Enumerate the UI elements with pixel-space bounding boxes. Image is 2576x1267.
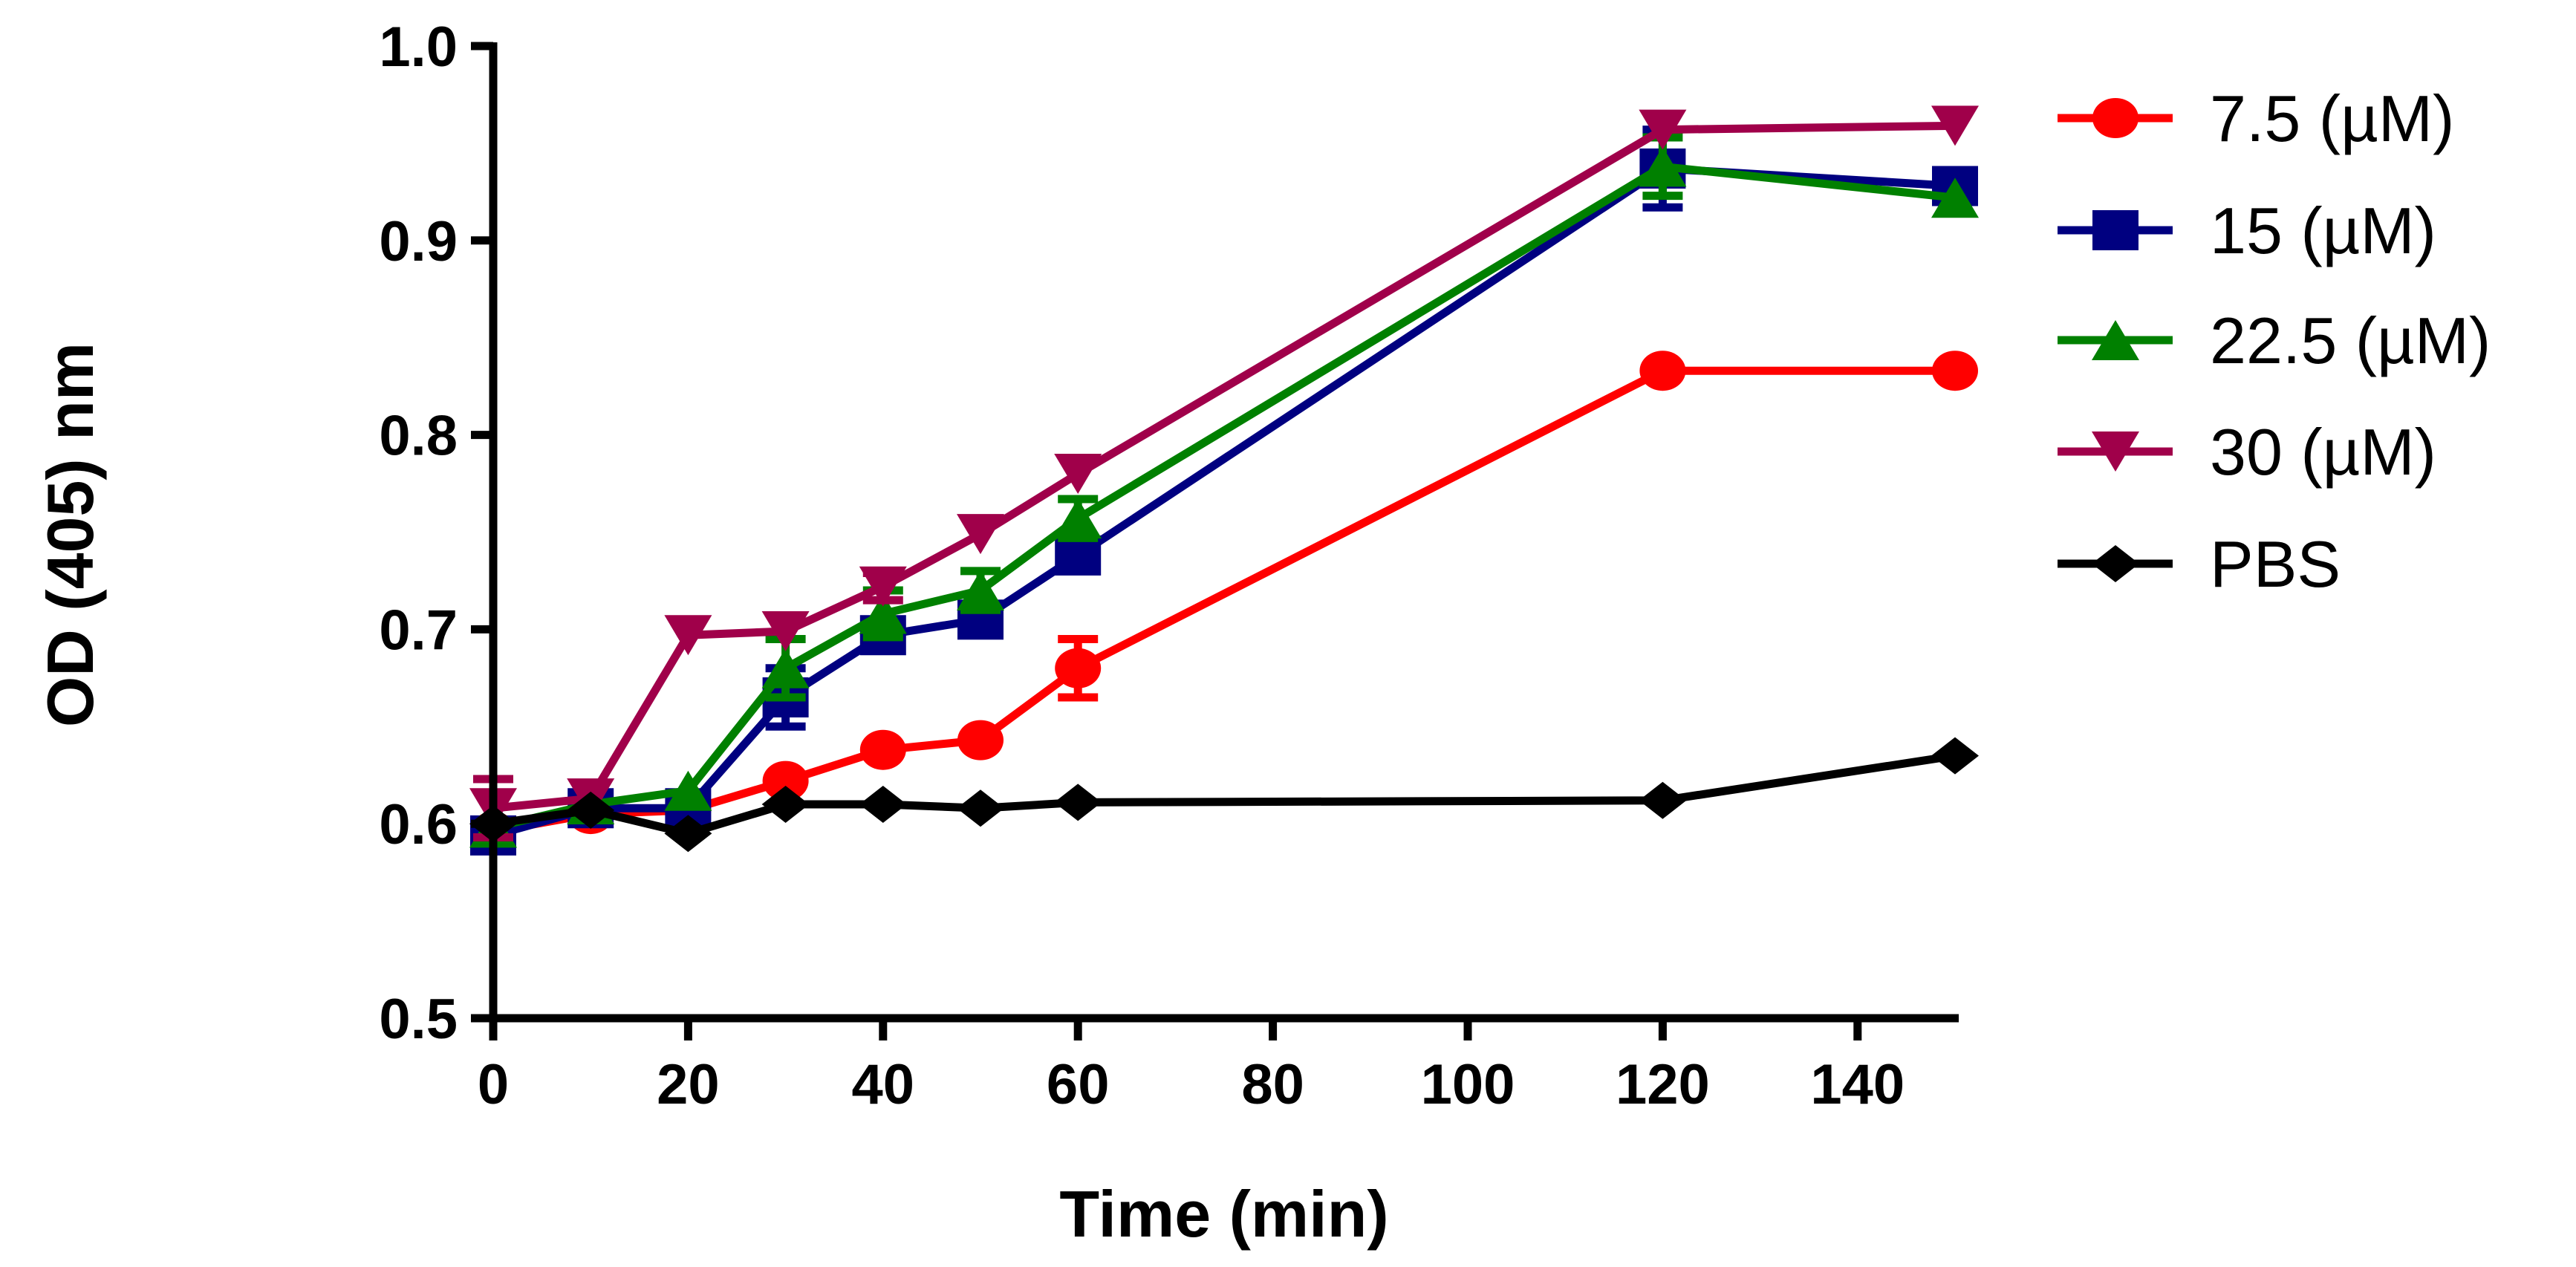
legend-label: 15 (µM) xyxy=(2210,194,2436,267)
y-tick-label: 0.7 xyxy=(379,599,458,662)
triangle-down-marker xyxy=(761,611,810,652)
triangle-down-marker xyxy=(1639,109,1687,150)
legend-item-4: PBS xyxy=(2058,527,2341,601)
x-tick-label: 140 xyxy=(1810,1053,1905,1116)
triangle-up-marker xyxy=(2092,320,2139,360)
diamond-marker xyxy=(2092,545,2139,582)
x-tick-label: 20 xyxy=(657,1053,720,1116)
series-line xyxy=(492,164,1956,840)
legend-label: 7.5 (µM) xyxy=(2210,82,2454,155)
triangle-up-marker xyxy=(1639,146,1687,187)
diamond-marker xyxy=(957,789,1004,827)
diamond-marker xyxy=(664,815,712,853)
circle-marker xyxy=(1932,351,1978,391)
legend-label: PBS xyxy=(2210,527,2341,601)
diamond-marker xyxy=(761,786,810,824)
triangle-down-marker xyxy=(859,566,907,607)
series-line xyxy=(492,162,1956,832)
x-tick-label: 100 xyxy=(1421,1053,1515,1116)
legend-item-2: 22.5 (µM) xyxy=(2058,304,2491,377)
circle-marker xyxy=(1639,351,1686,391)
diamond-marker xyxy=(1054,784,1102,821)
triangle-up-marker xyxy=(1931,177,1979,218)
circle-marker xyxy=(762,760,809,801)
diamond-marker xyxy=(567,791,615,829)
legend: 7.5 (µM) 15 (µM) 22.5 (µM) 30 (µM) PBS xyxy=(2058,82,2491,601)
legend-label: 30 (µM) xyxy=(2210,415,2436,489)
y-tick-label: 0.6 xyxy=(379,793,458,856)
square-marker xyxy=(1055,535,1102,576)
diamond-marker xyxy=(859,786,907,824)
x-tick-label: 80 xyxy=(1241,1053,1304,1116)
triangle-down-marker xyxy=(957,514,1004,555)
y-axis-title: OD (405) nm xyxy=(33,342,107,727)
triangle-down-marker xyxy=(1054,453,1102,494)
axes: 0.5 0.6 0.7 0.8 0.9 1.0 0 20 40 60 80 100 120 140 xyxy=(379,16,1959,1116)
triangle-up-marker xyxy=(1054,498,1102,539)
x-tick-label: 60 xyxy=(1047,1053,1110,1116)
legend-label: 22.5 (µM) xyxy=(2210,304,2491,377)
series-1 xyxy=(470,126,1978,856)
plot-area xyxy=(469,105,1979,856)
circle-marker xyxy=(2092,98,2138,138)
y-tick-label: 0.8 xyxy=(379,405,458,468)
x-tick-label: 0 xyxy=(478,1053,509,1116)
x-tick-label: 40 xyxy=(852,1053,915,1116)
triangle-up-marker xyxy=(761,648,810,688)
series-line xyxy=(492,752,1956,838)
x-axis-title: Time (min) xyxy=(1059,1177,1388,1251)
y-tick-label: 0.5 xyxy=(379,988,458,1051)
series-4 xyxy=(469,737,1979,853)
triangle-up-marker xyxy=(957,570,1004,611)
circle-marker xyxy=(957,720,1004,760)
series-line xyxy=(492,121,1956,812)
legend-item-0: 7.5 (µM) xyxy=(2058,82,2454,155)
triangle-down-marker xyxy=(664,615,712,656)
x-tick-label: 120 xyxy=(1616,1053,1710,1116)
diamond-marker xyxy=(1931,737,1979,775)
legend-item-1: 15 (µM) xyxy=(2058,194,2436,267)
y-tick-label: 0.9 xyxy=(379,210,458,273)
legend-item-3: 30 (µM) xyxy=(2058,415,2436,489)
circle-marker xyxy=(1055,648,1102,688)
triangle-up-marker xyxy=(664,770,712,811)
diamond-marker xyxy=(1639,781,1687,819)
triangle-up-marker xyxy=(859,593,907,634)
y-tick-label: 1.0 xyxy=(379,16,458,79)
circle-marker xyxy=(859,729,906,770)
square-marker xyxy=(2092,210,2138,250)
series-2 xyxy=(469,133,1979,848)
triangle-down-marker xyxy=(2092,431,2139,472)
triangle-down-marker xyxy=(1931,105,1979,146)
series-3 xyxy=(469,105,1979,842)
